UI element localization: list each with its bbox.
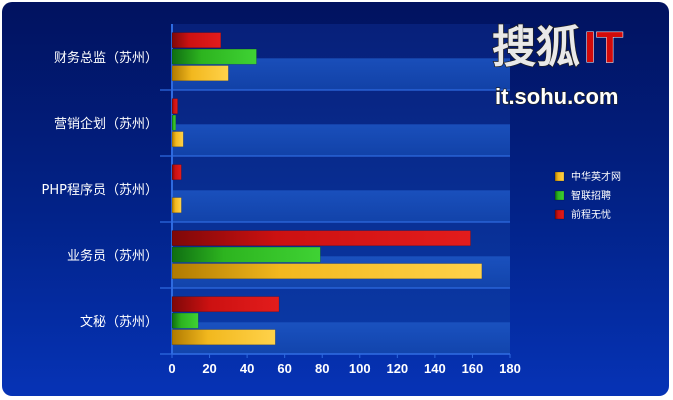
legend-label: 中华英才网 [571,170,621,183]
legend-label: 智联招聘 [571,189,611,202]
bar-51job [171,296,280,313]
legend-label: 前程无忧 [571,208,611,221]
x-tick-label: 120 [386,361,408,376]
category-label: 业务员（苏州） [67,248,158,264]
bar-chart: 财务总监（苏州） 营销企划（苏州） PHP程序员（苏州） 业务员（苏州） 文秘（苏州） 0… [42,21,624,376]
category-label: 营销企划（苏州） [54,116,158,132]
watermark-it: IT [584,23,623,72]
bar-chinahr [171,329,276,346]
bar-chinahr [171,197,182,214]
x-tick-label: 140 [424,361,446,376]
bar-51job [171,32,222,49]
x-tick-label: 40 [240,361,254,376]
x-tick-label: 180 [499,361,521,376]
watermark-main: 搜狐 [492,22,580,73]
category-label: 文秘（苏州） [80,314,158,330]
band-stripe [172,190,510,222]
x-tick-label: 20 [202,361,216,376]
bar-chinahr [171,131,184,148]
chart-frame: 财务总监（苏州） 营销企划（苏州） PHP程序员（苏州） 业务员（苏州） 文秘（苏州） 0… [2,2,669,396]
bar-zhaopin [171,312,199,329]
category-label: 财务总监（苏州） [54,50,158,66]
band-stripe [172,124,510,156]
bar-chinahr [171,65,229,82]
legend-swatch [554,209,565,220]
x-tick-label: 100 [349,361,371,376]
bar-zhaopin [171,114,177,131]
x-tick-label: 60 [277,361,291,376]
watermark-url: it.sohu.com [495,84,618,109]
sohu-it-watermark: 搜狐 IT it.sohu.com [491,21,623,109]
x-tick-label: 80 [315,361,329,376]
bar-zhaopin [171,246,321,263]
bar-51job [171,164,182,181]
bar-51job [171,98,178,115]
x-tick-label: 160 [462,361,484,376]
legend-swatch [554,190,565,201]
x-tick-label: 0 [168,361,175,376]
bar-51job [171,230,471,247]
bar-zhaopin [171,48,257,65]
category-label: PHP程序员（苏州） [42,182,158,198]
legend-swatch [554,171,565,182]
bar-chinahr [171,263,483,280]
